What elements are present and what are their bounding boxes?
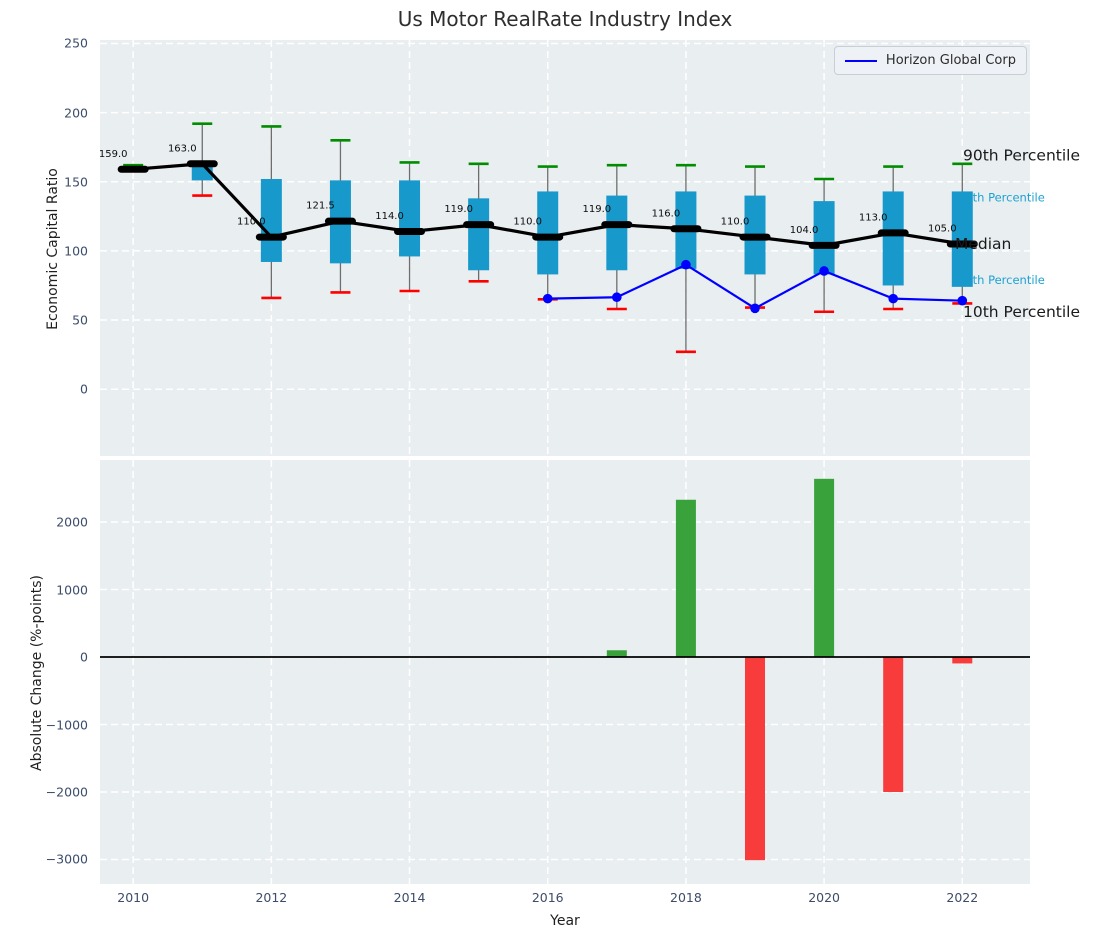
iqr-box — [537, 191, 559, 275]
legend-label: Horizon Global Corp — [885, 53, 1016, 68]
median-value-label: 110.0 — [721, 217, 750, 228]
percentile-annotation: 75th Percentile — [958, 191, 1045, 205]
x-tick-label: 2022 — [946, 890, 979, 905]
x-tick-label: 2016 — [531, 890, 564, 905]
iqr-box — [951, 191, 973, 287]
bar-chart — [100, 460, 1030, 884]
median-value-label: 114.0 — [375, 211, 404, 222]
top-y-tick-label: 0 — [80, 381, 88, 397]
iqr-box — [606, 195, 628, 271]
change-bar — [675, 499, 696, 658]
percentile-annotation: Median — [955, 235, 1011, 253]
x-tick-label: 2010 — [117, 890, 150, 905]
top-y-tick-label: 250 — [64, 35, 88, 51]
median-value-label: 121.5 — [306, 201, 335, 212]
change-bar — [606, 650, 627, 658]
median-value-label: 110.0 — [237, 217, 266, 228]
top-y-tick-label: 50 — [72, 312, 88, 328]
bottom-y-tick-label: 0 — [80, 649, 88, 665]
company-point — [681, 259, 691, 270]
company-point — [819, 266, 829, 276]
x-tick-label: 2012 — [255, 890, 288, 905]
bottom-plot-area — [100, 460, 1030, 884]
percentile-annotation: 25th Percentile — [958, 273, 1045, 287]
legend: Horizon Global Corp — [833, 46, 1027, 75]
percentile-annotation: 90th Percentile — [963, 146, 1080, 164]
company-point — [750, 303, 760, 314]
median-value-label: 159.0 — [99, 149, 128, 160]
change-bar — [745, 657, 766, 861]
bottom-y-tick-label: 1000 — [56, 582, 88, 598]
x-tick-label: 2018 — [670, 890, 702, 905]
company-point — [542, 293, 553, 304]
company-point — [888, 293, 898, 304]
median-value-label: 119.0 — [582, 204, 611, 215]
iqr-box — [399, 180, 421, 257]
top-y-tick-label: 150 — [64, 174, 88, 190]
bottom-y-tick-label: −1000 — [45, 717, 88, 732]
company-point — [612, 292, 622, 303]
percentile-annotation: 10th Percentile — [963, 303, 1080, 321]
median-value-label: 113.0 — [859, 212, 888, 223]
iqr-box — [882, 191, 904, 286]
median-value-label: 116.0 — [652, 208, 681, 219]
box-line-chart: 75th Percentile 25th Percentile 159.0 163.0… — [99, 40, 1080, 456]
top-y-tick-label: 200 — [64, 105, 88, 121]
top-y-tick-label: 100 — [64, 243, 88, 259]
median-value-label: 105.0 — [928, 223, 957, 234]
iqr-box — [813, 201, 835, 275]
top-plot-area: 75th Percentile 25th Percentile 159.0 163.0… — [99, 40, 1080, 456]
chart-title: Us Motor RealRate Industry Index — [397, 7, 733, 31]
x-tick-label: 2014 — [393, 890, 426, 905]
median-value-label: 110.0 — [513, 217, 542, 228]
median-value-label: 104.0 — [790, 225, 819, 236]
bottom-y-tick-label: 2000 — [56, 514, 88, 530]
legend-line-sample — [844, 59, 877, 62]
median-value-label: 163.0 — [168, 143, 197, 154]
median-value-label: 119.0 — [444, 204, 473, 215]
company-point — [957, 295, 968, 306]
bottom-y-tick-label: −3000 — [45, 851, 88, 867]
iqr-box — [260, 178, 282, 262]
iqr-box — [468, 198, 490, 271]
change-bar — [814, 478, 835, 658]
x-tick-label: 2020 — [808, 890, 840, 905]
x-axis-label: Year — [550, 913, 580, 929]
change-bar — [952, 657, 973, 664]
bottom-y-tick-label: −2000 — [45, 784, 88, 800]
change-bar — [883, 657, 904, 793]
